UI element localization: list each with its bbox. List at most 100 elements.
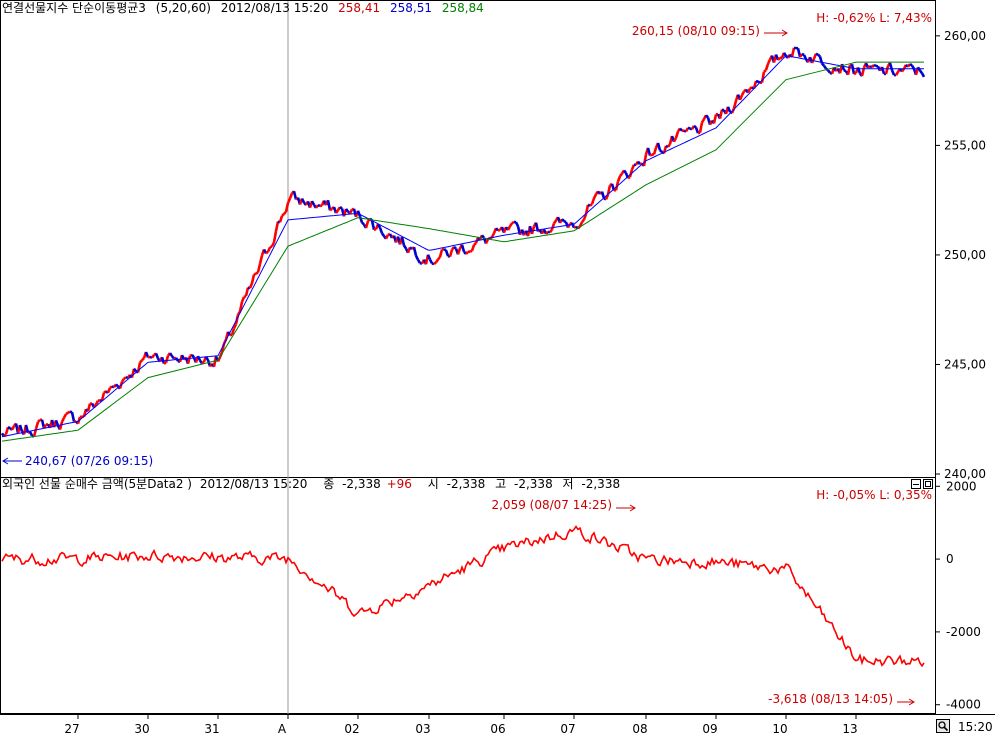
price-segment (450, 250, 452, 257)
price-segment (434, 262, 436, 264)
time-tick-label: 31 (204, 722, 219, 736)
price-segment (382, 233, 384, 236)
flow-close-value: -2,338 (342, 477, 381, 491)
price-segment (516, 222, 518, 226)
price-segment (274, 231, 276, 242)
price-datetime: 2012/08/13 15:20 (221, 1, 329, 15)
foreign-flow-plot (2, 527, 924, 666)
time-tick-label: 30 (134, 722, 149, 736)
price-params: (5,20,60) (156, 1, 211, 15)
square-box-icon (924, 480, 933, 489)
price-segment (462, 245, 464, 252)
flow-y-tick-label: -2000 (946, 625, 981, 639)
time-tick-label: 02 (344, 722, 359, 736)
flow-high-value: -2,338 (514, 477, 553, 491)
price-segment (436, 259, 438, 262)
price-segment (266, 252, 268, 254)
price-segment (276, 221, 278, 231)
price-segment (122, 379, 124, 382)
price-segment (366, 221, 368, 228)
price-segment (702, 119, 704, 122)
price-segment (246, 288, 248, 296)
price-segment (164, 363, 166, 364)
flow-high-label: 고 (495, 477, 506, 491)
price-segment (20, 425, 22, 432)
price-segment (852, 64, 854, 74)
price-segment (470, 251, 472, 252)
price-segment (402, 237, 404, 246)
price-segment (454, 247, 456, 249)
price-segment (272, 242, 274, 246)
price-segment (198, 356, 200, 360)
price-segment (60, 422, 62, 430)
price-segment (302, 199, 304, 203)
price-segment (328, 200, 330, 210)
time-tick-label: 10 (772, 722, 787, 736)
price-segment (706, 115, 708, 117)
svg-text:연결선물지수 단순이동평균3 (5,20,60): 연결선물지수 단순이동평균3 (5,20,60) 2012/08/13 15:2… (2, 1, 484, 15)
price-segment (38, 420, 40, 422)
flow-open-value: -2,338 (447, 477, 486, 491)
foreign-flow-line (2, 527, 924, 666)
price-segment (816, 54, 818, 55)
price-segment (920, 71, 922, 74)
price-segment (346, 209, 348, 212)
price-segment (686, 128, 688, 132)
price-segment (280, 216, 282, 222)
price-segment (644, 154, 646, 165)
price-segment (482, 235, 484, 238)
price-segment (64, 414, 66, 418)
time-tick-label: 03 (415, 722, 430, 736)
price-segment (854, 73, 856, 74)
price-segment (896, 72, 898, 75)
price-segment (362, 223, 364, 225)
zoom-button[interactable] (937, 720, 950, 733)
price-segment (602, 192, 604, 199)
price-segment (882, 67, 884, 74)
price-segment (202, 362, 204, 364)
price-segment (404, 246, 406, 249)
price-segment (66, 413, 68, 414)
flow-y-tick-label: -4000 (946, 698, 981, 712)
price-segment (62, 418, 64, 422)
price-segment (554, 221, 556, 224)
price-segment (828, 70, 830, 72)
time-tick-label: 06 (490, 722, 505, 736)
minimize-panel-button[interactable] (912, 480, 921, 489)
price-segment (316, 205, 318, 208)
price-segment (242, 297, 244, 302)
flow-close-label: 종 (323, 477, 334, 491)
price-segment (258, 264, 260, 273)
price-segment (510, 223, 512, 226)
price-segment (650, 155, 652, 156)
svg-text:외국인 선물 순매수 금액(5분Data2 ): 외국인 선물 순매수 금액(5분Data2 ) 2012/08/13 15:20… (2, 477, 620, 491)
price-segment (142, 358, 144, 360)
price-segment (874, 65, 876, 66)
price-segment (910, 64, 912, 65)
price-segment (886, 66, 888, 74)
flow-low-label: 저 (563, 477, 574, 491)
price-segment (496, 228, 498, 230)
restore-panel-button[interactable] (924, 480, 933, 489)
price-segment (386, 235, 388, 239)
price-segment (68, 412, 70, 413)
price-segment (444, 249, 446, 250)
price-segment (268, 247, 270, 252)
price-segment (632, 165, 634, 170)
price-segment (438, 257, 440, 259)
price-segment (148, 357, 150, 358)
price-segment (140, 360, 142, 362)
price-segment (428, 255, 430, 260)
price-segment (676, 132, 678, 138)
price-segment (902, 69, 904, 72)
price-segment (170, 353, 172, 356)
price-segment (848, 65, 850, 75)
price-segment (844, 70, 846, 71)
price-segment (284, 212, 286, 214)
time-tick-label: 09 (702, 722, 717, 736)
price-segment (260, 255, 262, 263)
flow-change-value: +96 (387, 477, 412, 491)
